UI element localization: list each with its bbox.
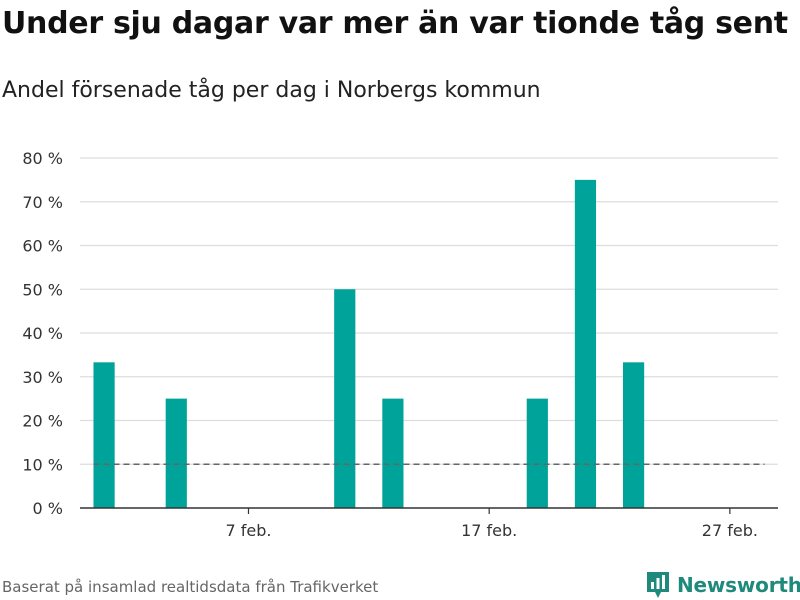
brand-name: Newsworthy bbox=[677, 573, 800, 597]
brand-logo: Newsworthy bbox=[645, 570, 800, 600]
y-tick-label: 40 % bbox=[22, 324, 63, 343]
chart-title: Under sju dagar var mer än var tionde tå… bbox=[2, 6, 788, 41]
y-tick-label: 0 % bbox=[33, 499, 63, 518]
bar bbox=[526, 398, 548, 508]
bar bbox=[93, 362, 115, 508]
bar bbox=[622, 362, 645, 508]
bar bbox=[165, 398, 187, 508]
y-tick-label: 70 % bbox=[22, 193, 63, 212]
bar bbox=[574, 179, 597, 508]
y-tick-label: 10 % bbox=[22, 455, 63, 474]
y-tick-label: 60 % bbox=[22, 237, 63, 256]
x-tick-label: 7 feb. bbox=[225, 521, 271, 540]
bar bbox=[382, 398, 404, 508]
y-tick-label: 30 % bbox=[22, 368, 63, 387]
bar bbox=[334, 289, 356, 508]
y-tick-label: 80 % bbox=[22, 149, 63, 168]
x-tick-label: 27 feb. bbox=[702, 521, 758, 540]
source-note: Baserat på insamlad realtidsdata från Tr… bbox=[2, 578, 379, 596]
y-tick-label: 20 % bbox=[22, 412, 63, 431]
chart-subtitle: Andel försenade tåg per dag i Norbergs k… bbox=[2, 78, 541, 103]
newsworthy-logo-icon bbox=[647, 572, 669, 598]
y-tick-label: 50 % bbox=[22, 280, 63, 299]
x-tick-label: 17 feb. bbox=[461, 521, 517, 540]
